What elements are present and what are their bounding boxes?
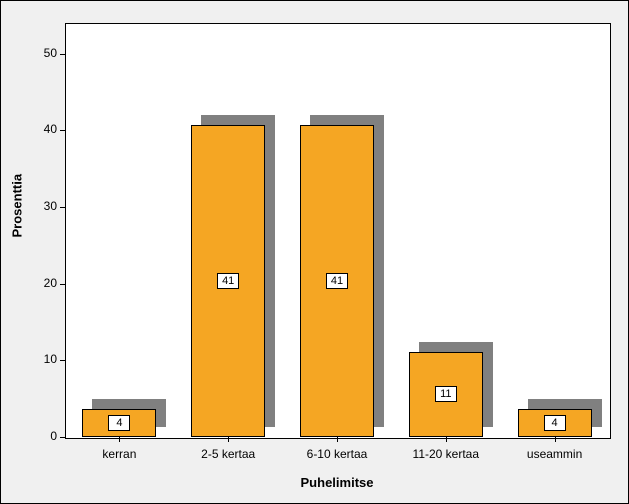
y-tick-label: 0	[35, 429, 57, 443]
x-tick-mark	[119, 437, 120, 442]
y-tick-label: 50	[35, 46, 57, 60]
x-axis-label: Puhelimitse	[65, 475, 609, 490]
x-tick-mark	[555, 437, 556, 442]
value-label: 4	[544, 415, 566, 431]
y-tick-mark	[60, 284, 65, 285]
value-label: 41	[217, 273, 239, 289]
y-tick-mark	[60, 54, 65, 55]
x-tick-mark	[446, 437, 447, 442]
value-label: 41	[326, 273, 348, 289]
y-tick-mark	[60, 437, 65, 438]
x-tick-label: 6-10 kertaa	[283, 447, 392, 461]
y-tick-mark	[60, 130, 65, 131]
x-tick-label: 11-20 kertaa	[391, 447, 500, 461]
y-tick-label: 10	[35, 352, 57, 366]
x-tick-mark	[337, 437, 338, 442]
x-tick-label: 2-5 kertaa	[174, 447, 283, 461]
x-tick-label: useammin	[500, 447, 609, 461]
x-tick-mark	[228, 437, 229, 442]
y-tick-label: 20	[35, 276, 57, 290]
value-label: 11	[435, 386, 457, 402]
y-axis-label: Prosenttia	[10, 222, 25, 238]
x-tick-label: kerran	[65, 447, 174, 461]
y-tick-label: 40	[35, 122, 57, 136]
y-tick-mark	[60, 360, 65, 361]
y-tick-label: 30	[35, 199, 57, 213]
y-tick-mark	[60, 207, 65, 208]
value-label: 4	[108, 415, 130, 431]
bar-chart: Prosenttia Puhelimitse 0 10 20 30 40 50 4 kerra…	[0, 0, 629, 504]
